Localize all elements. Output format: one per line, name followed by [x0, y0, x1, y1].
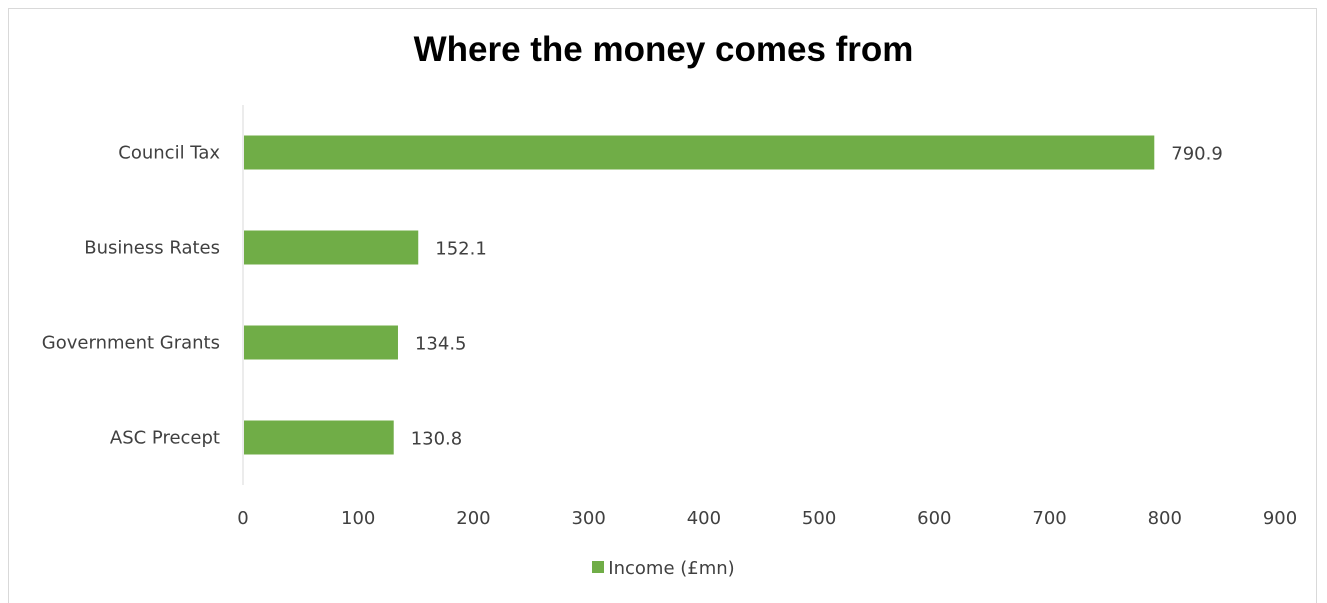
data-label: 130.8: [411, 429, 463, 450]
chart-title: Where the money comes from: [413, 30, 914, 69]
category-label: Government Grants: [42, 333, 220, 354]
bar: [244, 325, 398, 360]
x-tick-label: 400: [687, 508, 721, 529]
x-tick-label: 700: [1032, 508, 1066, 529]
legend-swatch: [592, 561, 605, 573]
category-label: Business Rates: [84, 238, 220, 259]
x-tick-label: 500: [802, 508, 836, 529]
x-tick-label: 300: [571, 508, 605, 529]
data-label: 152.1: [435, 239, 487, 260]
legend-label: Income (£mn): [608, 558, 735, 579]
x-tick-label: 900: [1263, 508, 1297, 529]
legend: Income (£mn): [0, 558, 1327, 579]
bar: [244, 420, 394, 455]
bar: [244, 135, 1155, 170]
x-tick-label: 600: [917, 508, 951, 529]
chart-frame: [8, 8, 1317, 603]
data-label: 790.9: [1171, 144, 1223, 165]
x-tick-label: 100: [341, 508, 375, 529]
data-label: 134.5: [415, 334, 467, 355]
x-tick-label: 0: [237, 508, 248, 529]
category-label: ASC Precept: [110, 428, 220, 449]
bar: [244, 230, 419, 265]
x-tick-label: 200: [456, 508, 490, 529]
x-tick-label: 800: [1148, 508, 1182, 529]
category-label: Council Tax: [118, 143, 220, 164]
